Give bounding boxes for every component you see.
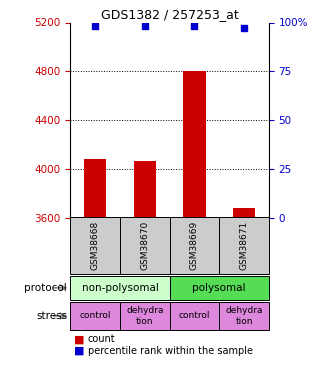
Text: count: count: [88, 334, 116, 344]
Text: GSM38670: GSM38670: [140, 221, 149, 270]
Text: GSM38671: GSM38671: [239, 221, 249, 270]
Text: control: control: [79, 311, 111, 320]
Text: dehydra
tion: dehydra tion: [225, 306, 263, 326]
Bar: [120, 217, 170, 274]
Bar: [219, 217, 269, 274]
Text: control: control: [179, 311, 210, 320]
Text: GSM38668: GSM38668: [91, 221, 100, 270]
Text: dehydra
tion: dehydra tion: [126, 306, 164, 326]
Text: stress: stress: [36, 311, 67, 321]
Point: [142, 23, 148, 29]
Point: [192, 23, 197, 29]
Text: ■: ■: [74, 334, 84, 344]
Bar: [170, 276, 269, 300]
Bar: [170, 302, 219, 330]
Bar: [70, 302, 120, 330]
Text: protocol: protocol: [24, 283, 67, 293]
Text: percentile rank within the sample: percentile rank within the sample: [88, 346, 253, 355]
Bar: [120, 302, 170, 330]
Bar: [70, 276, 170, 300]
Bar: [183, 71, 205, 217]
Text: polysomal: polysomal: [192, 283, 246, 293]
Bar: [170, 217, 219, 274]
Bar: [233, 208, 255, 218]
Text: ■: ■: [74, 346, 84, 355]
Bar: [219, 302, 269, 330]
Text: GSM38669: GSM38669: [190, 221, 199, 270]
Bar: [84, 159, 106, 218]
Point: [93, 23, 98, 29]
Bar: [134, 161, 156, 218]
Point: [242, 26, 247, 32]
Title: GDS1382 / 257253_at: GDS1382 / 257253_at: [101, 8, 238, 21]
Text: non-polysomal: non-polysomal: [82, 283, 158, 293]
Bar: [70, 217, 120, 274]
